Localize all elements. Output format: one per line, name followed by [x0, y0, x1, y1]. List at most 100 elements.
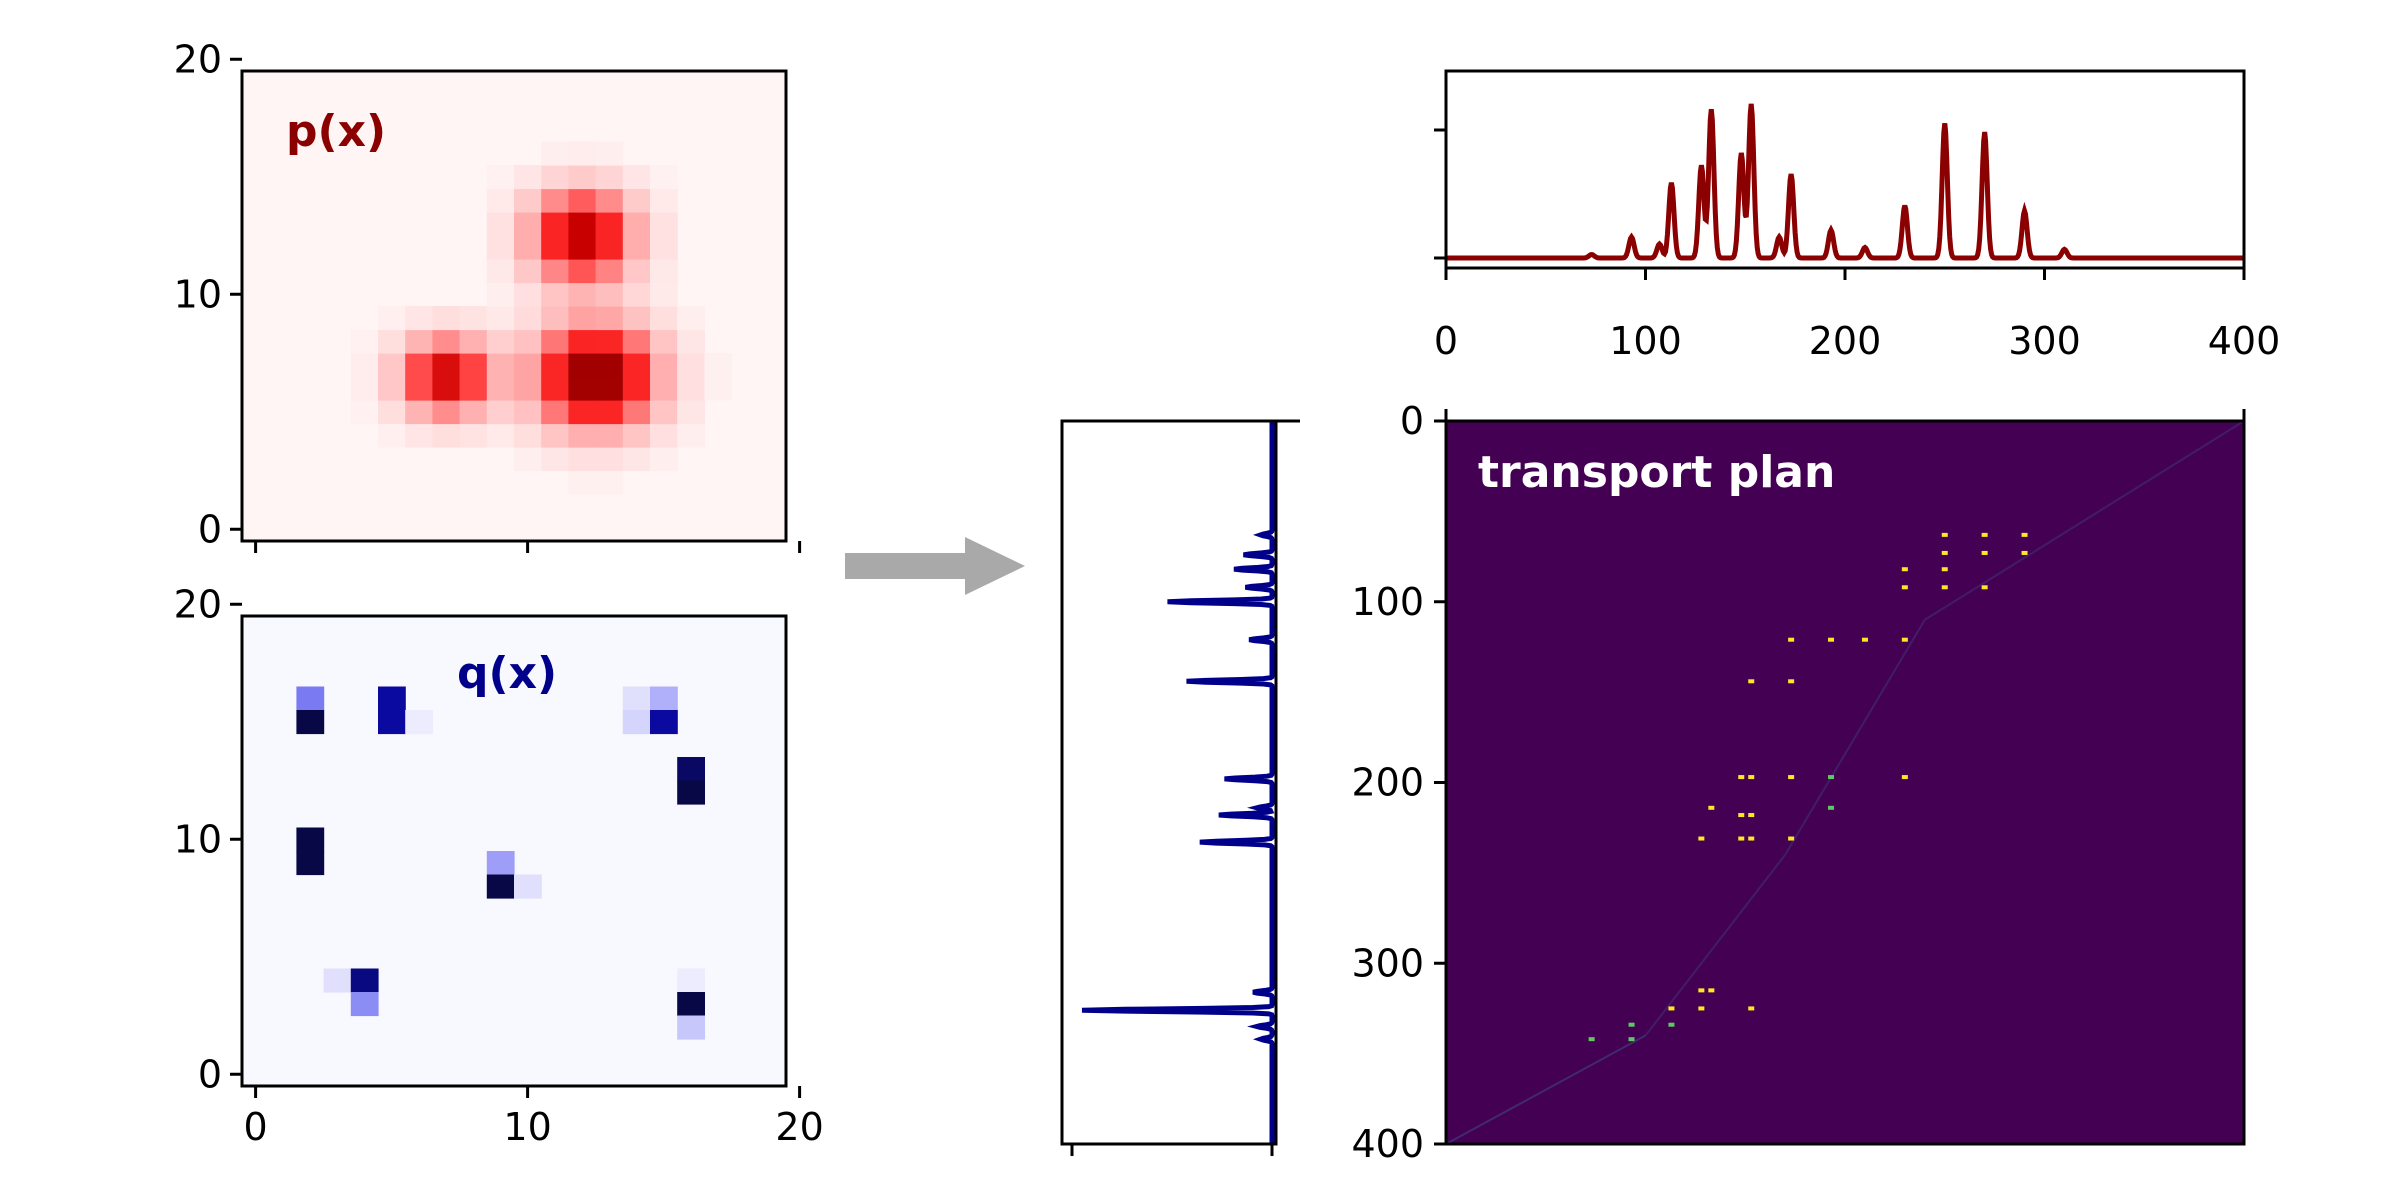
p-cell — [650, 329, 678, 354]
p-cell — [378, 329, 406, 354]
q-cell — [677, 757, 705, 782]
p-cell — [541, 141, 569, 166]
p-cell — [677, 329, 705, 354]
p-cell — [459, 423, 488, 448]
p-cell — [541, 306, 569, 331]
q-x-tick-label: 20 — [775, 1105, 823, 1149]
p-heatmap-cells — [242, 71, 786, 541]
p-cell — [568, 400, 597, 425]
p-cell — [378, 306, 406, 331]
p-cell — [650, 353, 678, 378]
p-cell — [541, 165, 569, 190]
p-cell — [486, 353, 515, 378]
q-cell — [650, 686, 678, 711]
p-cell — [541, 353, 569, 378]
q-y-tick-label: 20 — [174, 582, 222, 626]
p-cell — [650, 235, 678, 260]
top-axis-ticks: 0 100 200 300 400 — [1434, 128, 2281, 363]
p-cell — [486, 306, 515, 331]
transport-plan-point — [1738, 813, 1745, 818]
transport-plan-point — [1981, 585, 1988, 590]
top-x-tick-label: 300 — [2008, 319, 2081, 363]
q-cell — [622, 686, 651, 711]
p-cell — [677, 376, 705, 401]
p-cell — [541, 282, 569, 307]
p-cell — [541, 376, 569, 401]
p-cell — [378, 423, 406, 448]
transport-plan-point — [1698, 836, 1705, 841]
q-cell — [677, 780, 705, 805]
transport-plan-point — [1698, 988, 1705, 993]
q-cell — [486, 874, 515, 899]
p-y-tick-label: 10 — [174, 272, 222, 316]
q-cell — [622, 710, 651, 735]
p-cell — [432, 376, 461, 401]
p-cell — [622, 353, 651, 378]
transport-plan-point — [1748, 1006, 1755, 1011]
top-frame — [1444, 69, 2246, 270]
q-y-tick-label: 10 — [174, 817, 222, 861]
p-cell — [405, 423, 433, 448]
p-cell — [595, 376, 624, 401]
transport-plan-point — [1941, 550, 1948, 555]
q-cell — [405, 710, 433, 735]
left-frame — [1060, 419, 1278, 1146]
p-cell — [650, 282, 678, 307]
p-cell — [595, 423, 624, 448]
p-cell — [622, 376, 651, 401]
p-cell — [622, 212, 651, 237]
p-cell — [459, 329, 488, 354]
transport-plan-point — [1901, 637, 1908, 642]
p-cell — [622, 165, 651, 190]
transport-plan-point — [1901, 585, 1908, 590]
p-cell — [568, 353, 597, 378]
transport-plan-point — [1698, 1006, 1705, 1011]
p-cell — [514, 376, 542, 401]
p-cell — [568, 306, 597, 331]
transport-plan-point — [1788, 679, 1795, 684]
p-cell — [595, 329, 624, 354]
transport-plan-point — [1828, 637, 1835, 642]
p-cell — [622, 423, 651, 448]
p-y-tick-label: 0 — [198, 507, 222, 551]
p-cell — [595, 165, 624, 190]
p-cell — [378, 376, 406, 401]
transport-plan-point — [1828, 805, 1835, 810]
p-cell — [514, 447, 542, 472]
p-cell — [650, 259, 678, 284]
transport-plan-axis-ticks: 0 100 200 300 400 — [1276, 399, 2246, 1166]
p-cell — [486, 423, 515, 448]
top-x-tick-label: 400 — [2208, 319, 2281, 363]
p-cell — [595, 259, 624, 284]
p-cell — [541, 329, 569, 354]
p-cell — [378, 353, 406, 378]
p-cell — [432, 400, 461, 425]
transport-plan-point — [1901, 567, 1908, 572]
q-cell — [486, 851, 515, 876]
p-cell — [459, 376, 488, 401]
p-cell — [350, 329, 379, 354]
p-cell — [568, 282, 597, 307]
p-cell — [405, 400, 433, 425]
p-cell — [486, 400, 515, 425]
p-cell — [650, 212, 678, 237]
transport-plan-background — [1446, 421, 2244, 1144]
p-cell — [541, 259, 569, 284]
transport-plan-panel: 0 100 200 300 400 transport plan — [1276, 399, 2246, 1166]
q-y-tick-label: 0 — [198, 1052, 222, 1096]
p-cell — [677, 353, 705, 378]
transport-plan-point — [1861, 637, 1868, 642]
p-cell — [405, 376, 433, 401]
q-cell — [677, 1015, 705, 1040]
p-cell — [405, 306, 433, 331]
transport-plan-point — [1588, 1037, 1595, 1042]
top-x-tick-label: 200 — [1809, 319, 1882, 363]
p-cell — [568, 165, 597, 190]
p-title: p(x) — [286, 106, 386, 157]
p-cell — [622, 447, 651, 472]
transport-plan-point — [1788, 775, 1795, 780]
p-cell — [568, 235, 597, 260]
arrow-icon — [845, 537, 1025, 595]
p-cell — [650, 188, 678, 213]
